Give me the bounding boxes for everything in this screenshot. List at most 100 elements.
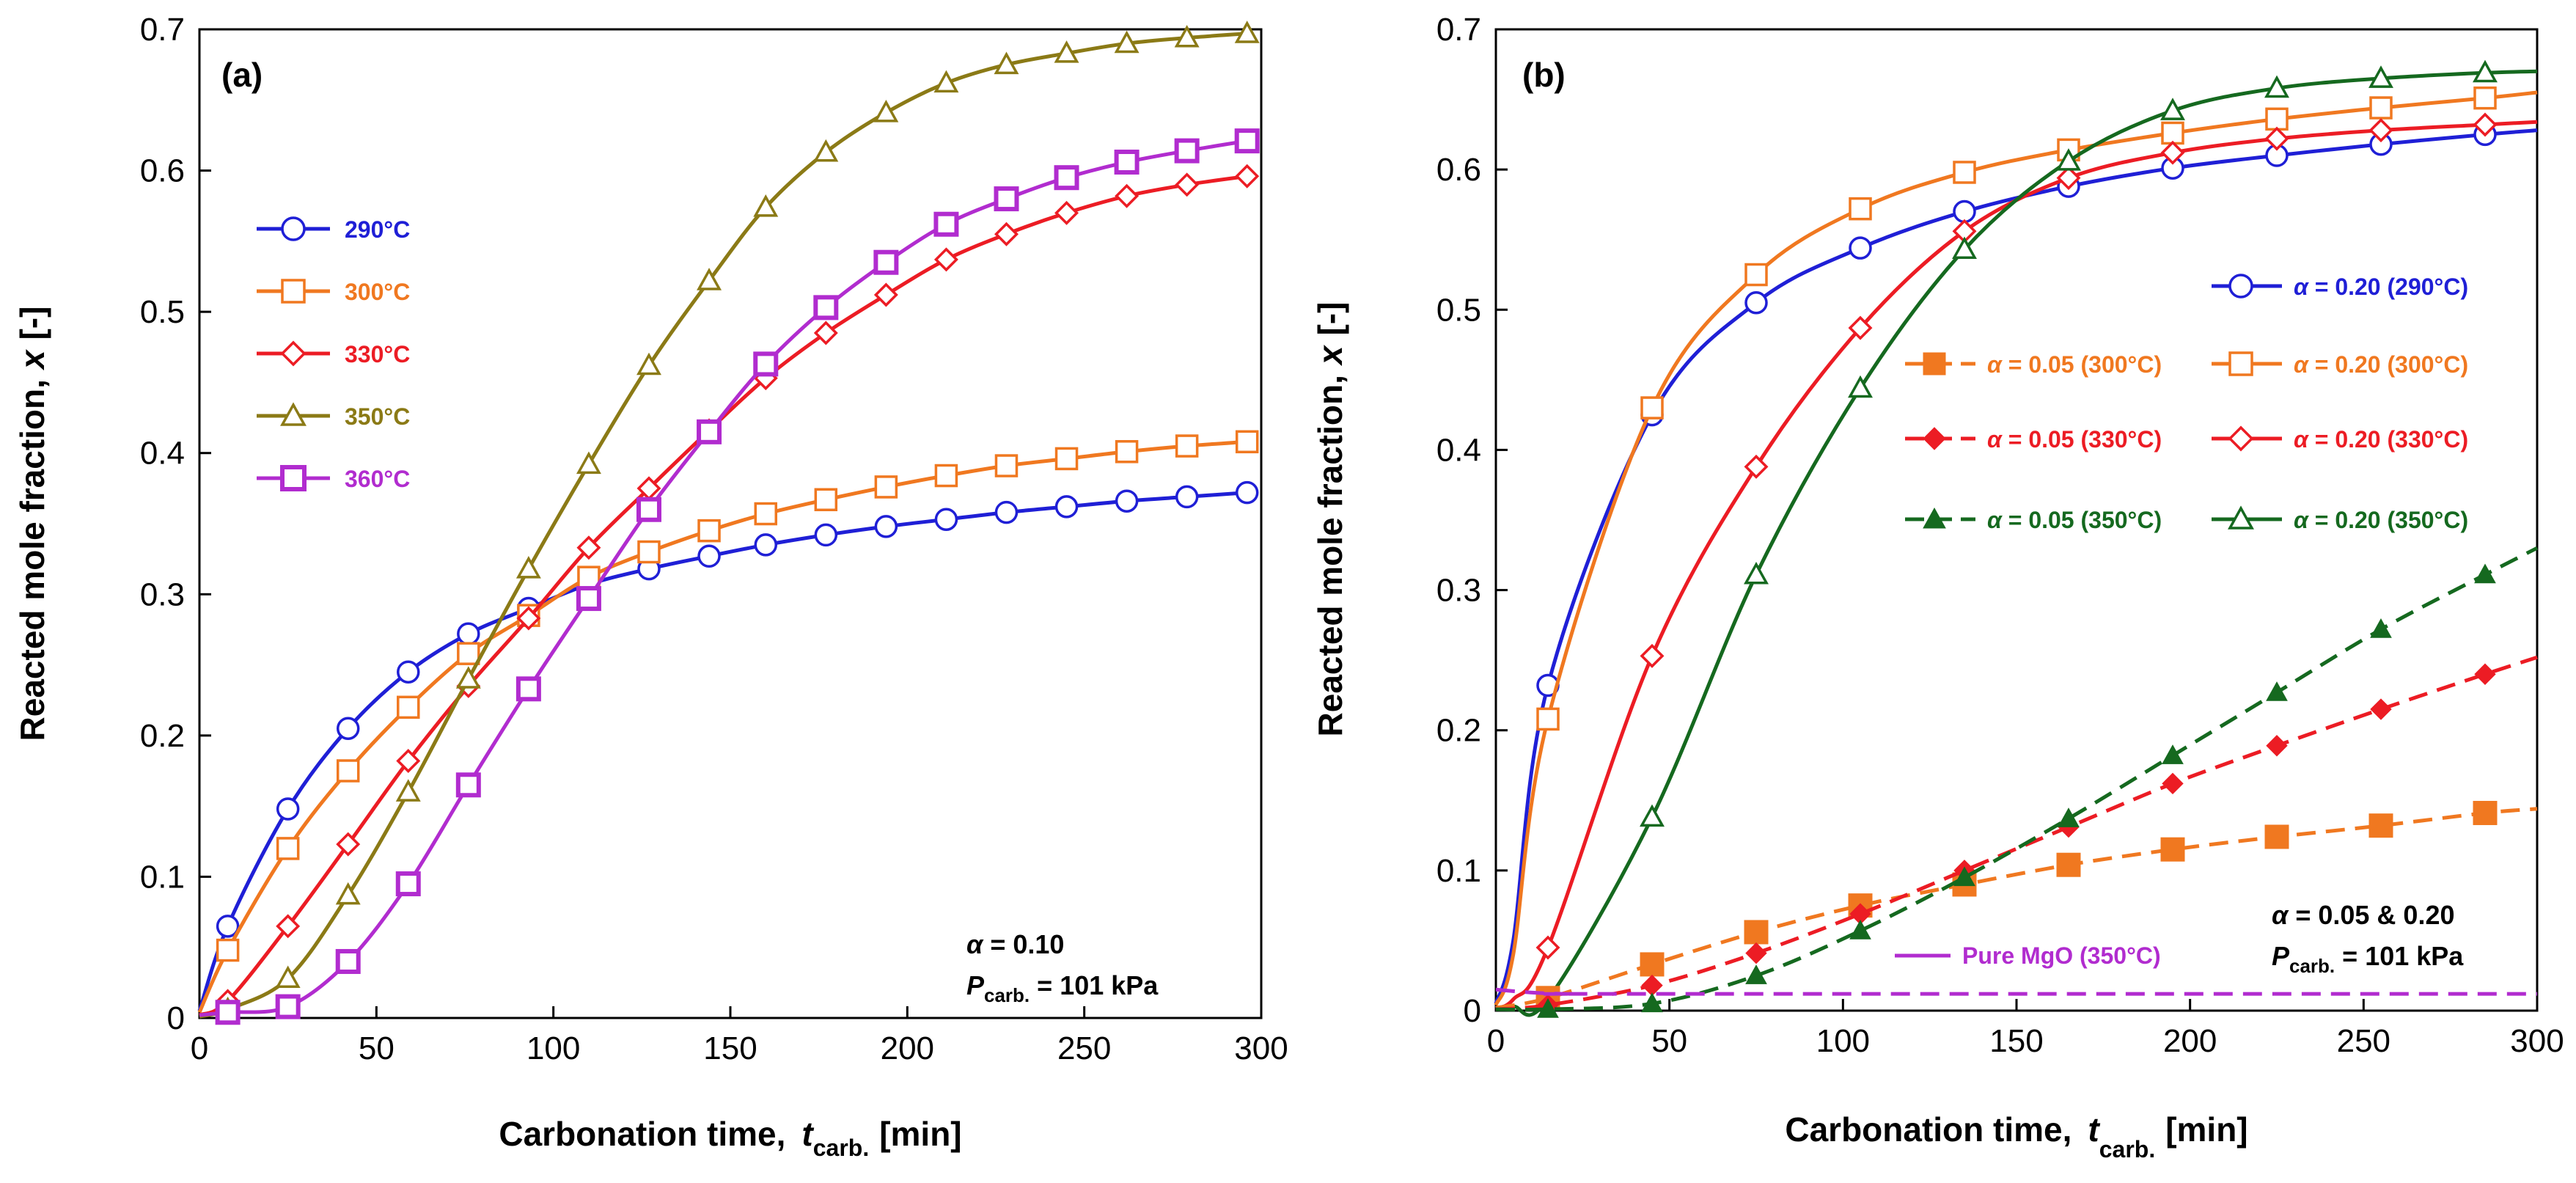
a-data-point: [1115, 489, 1139, 513]
b-data-point: [2160, 98, 2185, 120]
b-series-line: [1495, 987, 2537, 996]
b-data-point: [1744, 561, 1769, 585]
a-x-tick-label: 300: [1234, 1030, 1288, 1066]
panel-b-alpha-symbol: α: [2272, 900, 2289, 930]
b-data-point: [1536, 707, 1560, 731]
legend-swatch-marker: [280, 465, 307, 491]
panel-b-label: (b): [1522, 56, 1566, 94]
a-data-point: [873, 282, 898, 307]
a-data-point: [636, 497, 661, 522]
a-data-point: [994, 500, 1019, 524]
a-y-tick-label: 0.4: [140, 436, 185, 472]
a-x-tick-label: 150: [703, 1030, 757, 1066]
legend-label-rest: = 0.05 (350°C): [2002, 507, 2162, 533]
b-x-tick-label: 200: [2163, 1023, 2217, 1059]
legend-swatch-marker: [1923, 427, 1946, 450]
a-y-tick-label: 0.7: [140, 12, 185, 48]
panel-b-y-title-unit: [-]: [1311, 302, 1349, 336]
legend-swatch-marker: [280, 340, 307, 367]
a-data-point: [1175, 434, 1199, 458]
a-y-tick-label: 0.6: [140, 153, 185, 189]
a-y-tick-label: 0: [167, 1000, 185, 1036]
panel-b-chart: 0 50 100 150 200 250 300 0 0.1 0.2 0.3 0.4 0.5 0.6 0.…: [1311, 12, 2564, 1162]
a-data-point: [934, 464, 958, 488]
a-data-point: [994, 51, 1019, 75]
b-data-point: [1849, 197, 1872, 221]
panel-b-pressure-note: Pcarb. = 101 kPa: [2272, 941, 2464, 977]
a-data-point: [515, 676, 541, 702]
a-x-tick-label: 50: [359, 1030, 395, 1066]
b-data-point: [2368, 118, 2393, 143]
panel-b-p-sub: carb.: [2289, 955, 2335, 977]
b-data-point: [1848, 375, 1873, 398]
a-data-point: [813, 139, 839, 162]
a-data-point: [336, 717, 360, 740]
a-data-point: [873, 100, 899, 122]
a-data-point: [874, 475, 898, 499]
panel-a-alpha-note: α = 0.10: [966, 929, 1064, 959]
a-data-point: [515, 556, 541, 579]
a-data-point: [1235, 164, 1260, 188]
b-x-tick-label: 250: [2337, 1023, 2390, 1059]
panel-a-y-title-unit: [-]: [13, 307, 51, 340]
b-data-point: [1953, 199, 1976, 224]
panel-a-p-sub: carb.: [984, 984, 1030, 1006]
a-data-point: [994, 221, 1019, 246]
a-data-point: [814, 488, 838, 512]
a-data-point: [457, 642, 480, 665]
legend-label-rest: = 0.05 (330°C): [2002, 426, 2162, 453]
a-data-point: [1175, 485, 1199, 509]
panel-a-series: [197, 21, 1260, 1025]
a-data-point: [576, 451, 601, 475]
b-data-point: [2474, 663, 2496, 685]
b-data-point: [1744, 454, 1769, 479]
b-data-point: [2264, 824, 2289, 849]
legend-alpha-symbol: α: [2294, 507, 2309, 533]
b-data-point: [2474, 563, 2496, 584]
a-data-point: [1234, 21, 1260, 43]
a-data-point: [516, 606, 541, 631]
b-data-point: [2473, 59, 2498, 83]
a-data-point: [335, 948, 361, 974]
panel-b-series: [1494, 59, 2539, 1018]
a-data-point: [934, 508, 958, 531]
a-data-point: [1174, 24, 1200, 48]
a-data-point: [753, 351, 779, 377]
b-data-point: [2266, 735, 2288, 757]
b-series-0: [1494, 122, 2538, 1005]
legend-label: α = 0.20 (300°C): [2294, 351, 2468, 378]
legend-label: 350°C: [345, 403, 410, 430]
a-data-point: [576, 535, 601, 560]
b-data-point: [1848, 315, 1873, 340]
panel-a-p-value: = 101 kPa: [1030, 970, 1159, 1000]
a-data-point: [216, 938, 240, 962]
panel-a-legend: 290°C 300°C 330°C 350°C 360°C: [257, 216, 410, 492]
legend-swatch-marker: [2228, 351, 2253, 376]
b-data-point: [2473, 86, 2497, 110]
panel-a-y-ticks: 0 0.1 0.2 0.3 0.4 0.5 0.6 0.7: [140, 12, 211, 1036]
b-y-tick-label: 0.5: [1436, 292, 1481, 328]
panel-b-x-axis-title: Carbonation time, tcarb. [min]: [1785, 1110, 2247, 1162]
panel-b-alpha-value: = 0.05 & 0.20: [2288, 900, 2454, 930]
a-x-tick-label: 0: [191, 1030, 208, 1066]
panel-a-chart: 0 50 100 150 200 250 300 0 0.1 0.2 0.3 0.4 0.5 0.6 0.…: [13, 12, 1288, 1161]
a-data-point: [933, 211, 959, 237]
a-data-point: [1054, 165, 1079, 191]
panel-a-y-axis-title: Reacted mole fraction, x [-]: [13, 307, 51, 741]
a-data-point: [754, 533, 778, 557]
b-data-point: [1849, 236, 1872, 260]
legend-alpha-symbol: α: [1987, 507, 2003, 533]
a-data-point: [813, 321, 838, 345]
a-data-point: [1234, 128, 1260, 154]
b-data-point: [1640, 804, 1665, 827]
a-series-4: [199, 128, 1260, 1025]
a-data-point: [697, 419, 722, 444]
b-data-point: [2162, 772, 2184, 795]
legend-swatch-marker: [1923, 352, 1946, 376]
legend-label-rest: = 0.20 (350°C): [2308, 507, 2468, 533]
panel-b-p-symbol: P: [2272, 941, 2290, 971]
panel-b-x-title-main: Carbonation time,: [1785, 1110, 2072, 1149]
panel-a-pressure-note: Pcarb. = 101 kPa: [966, 970, 1159, 1006]
legend-label: 360°C: [345, 466, 410, 492]
b-x-tick-label: 100: [1816, 1023, 1870, 1059]
